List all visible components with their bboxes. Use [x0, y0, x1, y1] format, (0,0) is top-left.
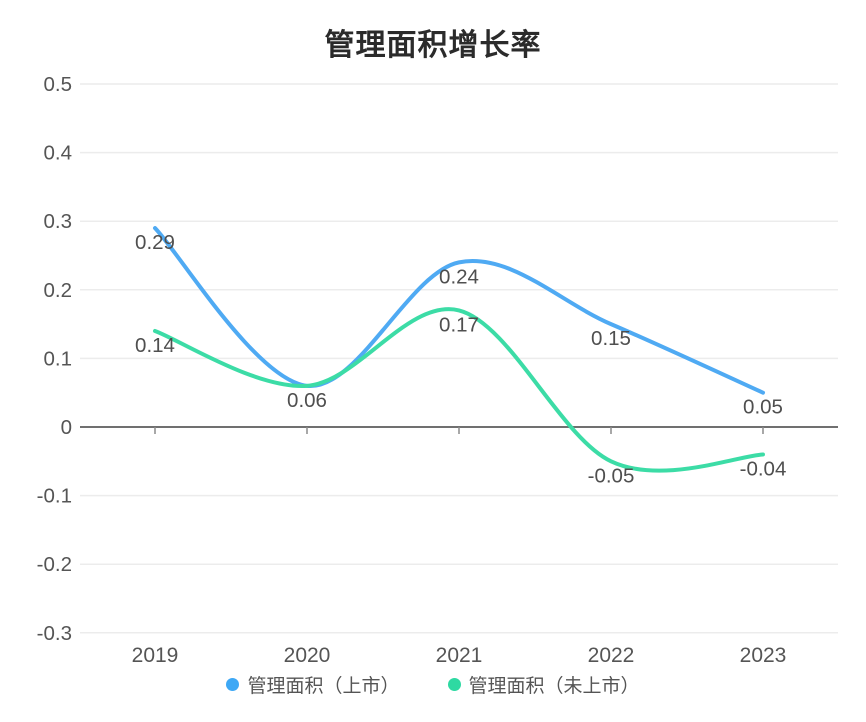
y-axis-label: -0.2	[37, 553, 72, 576]
chart-title: 管理面积增长率	[324, 29, 542, 62]
y-axis-label: 0.1	[44, 347, 73, 370]
series-line-unlisted[interactable]	[153, 307, 765, 473]
x-axis-label: 2020	[284, 644, 331, 667]
data-label-listed: 0.24	[439, 265, 479, 288]
series-line-listed[interactable]	[153, 226, 765, 395]
y-axis-label: -0.1	[37, 485, 72, 508]
y-axis-label: 0.2	[44, 279, 73, 302]
data-label-listed: 0.15	[591, 327, 631, 350]
data-label-unlisted: -0.04	[740, 457, 787, 480]
legend-label-listed: 管理面积（上市）	[247, 676, 400, 697]
data-label-listed: 0.29	[135, 231, 175, 254]
y-axis-label: 0.4	[44, 142, 73, 165]
y-axis-label: -0.3	[37, 622, 72, 645]
y-axis-label: 0.5	[44, 73, 73, 96]
x-axis-label: 2019	[132, 644, 179, 667]
legend-label-unlisted: 管理面积（未上市）	[468, 676, 640, 697]
legend-item-unlisted[interactable]: 管理面积（未上市）	[447, 671, 640, 698]
data-label-unlisted: 0.17	[439, 313, 479, 336]
y-axis-label: 0	[61, 416, 72, 439]
data-label-listed: 0.06	[287, 389, 327, 412]
legend-dot-unlisted-icon	[447, 678, 461, 691]
legend-dot-listed-icon	[226, 678, 240, 691]
chart-legend: 管理面积（上市） 管理面积（未上市）	[0, 671, 866, 698]
x-axis-label: 2022	[588, 644, 635, 667]
legend-item-listed[interactable]: 管理面积（上市）	[226, 671, 400, 698]
x-axis-label: 2021	[436, 644, 483, 667]
x-axis-label: 2023	[740, 644, 787, 667]
data-label-unlisted: 0.14	[135, 334, 175, 357]
data-label-listed: 0.05	[743, 396, 783, 419]
y-axis-label: 0.3	[44, 210, 73, 233]
data-label-unlisted: -0.05	[588, 464, 635, 487]
